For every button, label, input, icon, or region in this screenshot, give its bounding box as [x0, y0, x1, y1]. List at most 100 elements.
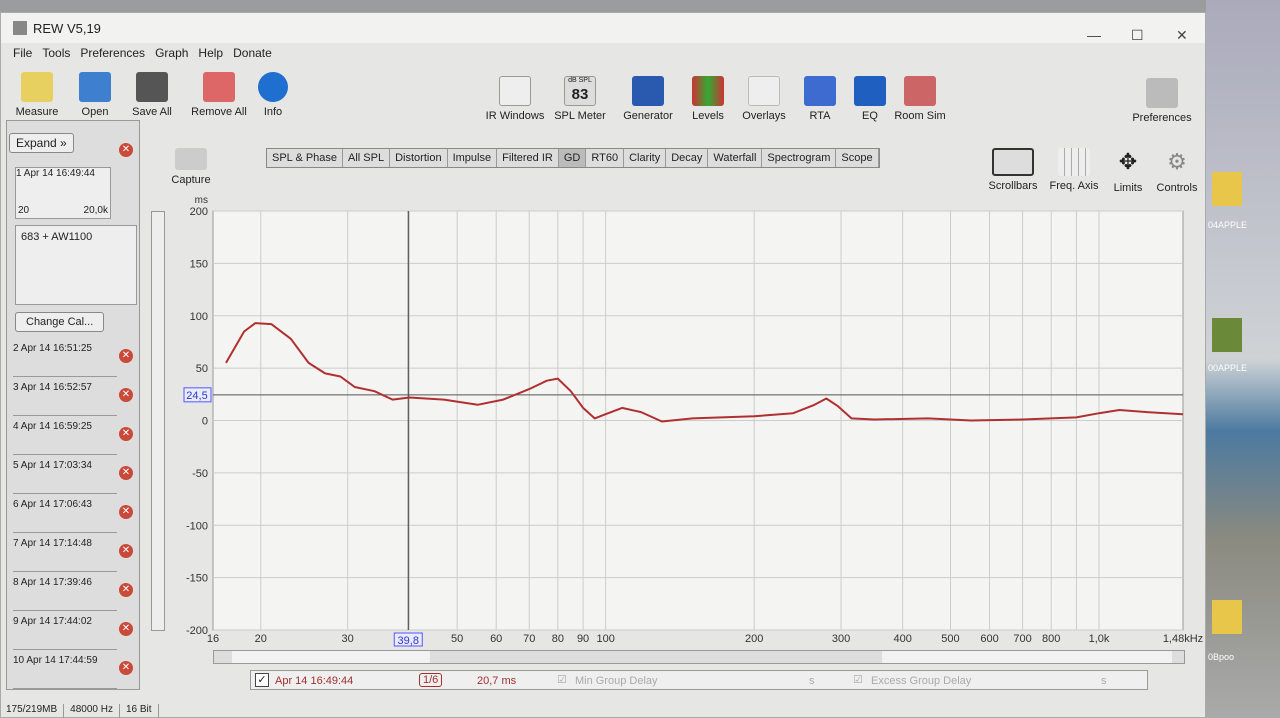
x-tick-label: 200	[745, 633, 763, 645]
y-tick-label: -200	[186, 625, 208, 637]
tab-distortion[interactable]: Distortion	[390, 149, 448, 167]
remove-measurement-icon[interactable]: ✕	[119, 544, 133, 558]
y-tick-label: 100	[190, 311, 208, 323]
save-all-button[interactable]: Save All	[128, 72, 176, 118]
tab-spectrogram[interactable]: Spectrogram	[762, 149, 837, 167]
app-icon	[13, 21, 27, 35]
menu-graph[interactable]: Graph	[155, 46, 189, 60]
freq-axis-button[interactable]: Freq. Axis	[1046, 148, 1102, 192]
panel-scrollbar[interactable]	[151, 211, 165, 631]
tab-spl-phase[interactable]: SPL & Phase	[267, 149, 344, 167]
expand-button[interactable]: Expand »	[9, 133, 74, 153]
remove-measurement-icon[interactable]: ✕	[119, 427, 133, 441]
measurement-notes[interactable]: 683 + AW1100	[15, 225, 137, 305]
tab-impulse[interactable]: Impulse	[448, 149, 498, 167]
remove-measurement-icon[interactable]: ✕	[119, 143, 133, 157]
tab-gd[interactable]: GD	[558, 149, 587, 167]
measurement-item[interactable]: 5 Apr 14 17:03:34	[13, 460, 117, 494]
spl-value: 83	[571, 86, 589, 103]
spl-meter-icon: dB SPL 83	[564, 76, 596, 106]
y-tick-label: 50	[196, 363, 208, 375]
y-tick-label: 0	[202, 416, 208, 428]
rta-icon	[804, 76, 836, 106]
tab-all-spl[interactable]: All SPL	[343, 149, 391, 167]
measurement-checkbox[interactable]: ✓	[255, 673, 269, 687]
open-button[interactable]: Open	[72, 72, 118, 118]
remove-measurement-icon[interactable]: ✕	[119, 349, 133, 363]
controls-button[interactable]: ⚙ Controls	[1154, 148, 1200, 194]
desktop-file-icon[interactable]	[1212, 318, 1242, 352]
ir-windows-button[interactable]: IR Windows	[484, 76, 546, 122]
spl-meter-button[interactable]: dB SPL 83 SPL Meter	[552, 76, 608, 122]
remove-measurement-icon[interactable]: ✕	[119, 583, 133, 597]
range-high: 20,0k	[83, 205, 108, 216]
measurement-item[interactable]: 4 Apr 14 16:59:25	[13, 421, 117, 455]
menu-file[interactable]: File	[13, 46, 33, 60]
menu-donate[interactable]: Donate	[233, 46, 272, 60]
bit-depth-status: 16 Bit	[120, 704, 159, 718]
freq-axis-label: Freq. Axis	[1049, 180, 1099, 192]
capture-button[interactable]: Capture	[168, 148, 214, 186]
overlays-icon	[748, 76, 780, 106]
info-icon	[258, 72, 288, 102]
desktop-folder-icon[interactable]	[1212, 172, 1242, 206]
room-sim-label: Room Sim	[894, 110, 946, 122]
change-cal-button[interactable]: Change Cal...	[15, 312, 105, 332]
remove-measurement-icon[interactable]: ✕	[119, 388, 133, 402]
min-gd-checkbox[interactable]: ☑	[557, 674, 567, 686]
measurement-item[interactable]: 10 Apr 14 17:44:59	[13, 655, 117, 689]
measurement-item[interactable]: 6 Apr 14 17:06:43	[13, 499, 117, 533]
info-button[interactable]: Info	[254, 72, 292, 118]
measurements-panel: Expand » 1 Apr 14 16:49:44 20 20,0k ✕ 68…	[6, 120, 165, 690]
y-axis-label: ms	[195, 195, 208, 206]
camera-icon	[175, 148, 207, 170]
measurement-item[interactable]: 9 Apr 14 17:44:02	[13, 616, 117, 650]
overlays-button[interactable]: Overlays	[738, 76, 790, 122]
x-tick-label: 100	[596, 633, 614, 645]
rta-button[interactable]: RTA	[800, 76, 840, 122]
spl-meter-label: SPL Meter	[554, 110, 606, 122]
eq-button[interactable]: EQ	[852, 76, 888, 122]
remove-measurement-icon[interactable]: ✕	[119, 622, 133, 636]
smoothing-indicator[interactable]: 1/6	[419, 673, 443, 687]
info-label: Info	[263, 106, 283, 118]
desktop-label: 0Bpoo	[1208, 652, 1235, 662]
desktop-folder-icon[interactable]	[1212, 600, 1242, 634]
maximize-button[interactable]: ☐	[1131, 27, 1144, 43]
eq-label: EQ	[862, 110, 878, 122]
levels-button[interactable]: Levels	[686, 76, 730, 122]
y-tick-label: -100	[186, 520, 208, 532]
tab-scope[interactable]: Scope	[836, 149, 879, 167]
close-button[interactable]: ✕	[1176, 27, 1188, 43]
preferences-button[interactable]: Preferences	[1130, 78, 1194, 124]
remove-measurement-icon[interactable]: ✕	[119, 505, 133, 519]
horizontal-scrollbar[interactable]	[213, 650, 1185, 664]
measurement-item[interactable]: 2 Apr 14 16:51:25	[13, 343, 117, 377]
tab-filtered-ir[interactable]: Filtered IR	[497, 149, 559, 167]
remove-all-button[interactable]: Remove All	[188, 72, 250, 118]
measurement-item[interactable]: 8 Apr 14 17:39:46	[13, 577, 117, 611]
remove-measurement-icon[interactable]: ✕	[119, 466, 133, 480]
limits-button[interactable]: ✥ Limits	[1110, 148, 1146, 194]
excess-gd-checkbox[interactable]: ☑	[853, 674, 863, 686]
tab-waterfall[interactable]: Waterfall	[708, 149, 763, 167]
tab-clarity[interactable]: Clarity	[624, 149, 667, 167]
scrollbars-button[interactable]: Scrollbars	[986, 148, 1040, 192]
room-sim-button[interactable]: Room Sim	[894, 76, 946, 122]
generator-button[interactable]: Generator	[620, 76, 676, 122]
measure-icon	[21, 72, 53, 102]
minimize-button[interactable]: —	[1087, 27, 1101, 43]
tab-decay[interactable]: Decay	[666, 149, 709, 167]
measurement-info-bar: ✓ Apr 14 16:49:44 1/6 20,7 ms ☑ Min Grou…	[250, 670, 1148, 690]
menu-preferences[interactable]: Preferences	[80, 46, 146, 60]
measurement-item[interactable]: 7 Apr 14 17:14:48	[13, 538, 117, 572]
selected-measurement-thumbnail[interactable]: 1 Apr 14 16:49:44 20 20,0k	[15, 167, 111, 219]
tab-rt60[interactable]: RT60	[586, 149, 625, 167]
measurement-item[interactable]: 3 Apr 14 16:52:57	[13, 382, 117, 416]
measure-button[interactable]: Measure	[12, 72, 62, 118]
menu-help[interactable]: Help	[198, 46, 224, 60]
remove-measurement-icon[interactable]: ✕	[119, 661, 133, 675]
menu-tools[interactable]: Tools	[42, 46, 71, 60]
x-tick-label: 16	[207, 633, 219, 645]
